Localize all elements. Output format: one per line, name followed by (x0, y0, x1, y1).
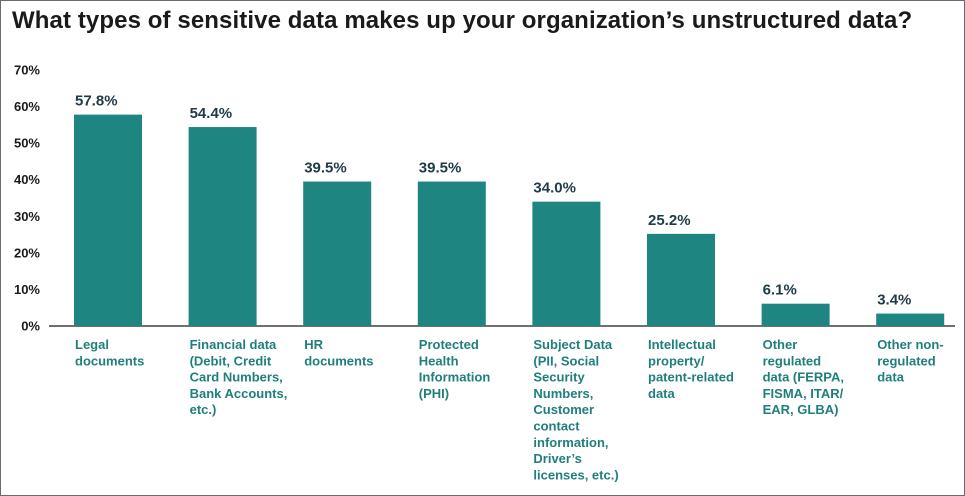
chart-title: What types of sensitive data makes up yo… (12, 7, 913, 34)
y-tick-label: 10% (14, 282, 40, 297)
bar-value-label: 39.5% (419, 160, 462, 177)
bar-value-label: 25.2% (648, 212, 691, 229)
bar-value-label: 39.5% (304, 160, 347, 177)
category-label: Subject Data (PII, Social Security Numbers,… (533, 337, 618, 482)
bar (417, 181, 486, 326)
bar (876, 313, 945, 326)
bar (647, 233, 715, 326)
bar-value-label: 34.0% (533, 180, 576, 197)
category-label: Financial data (Debit, Credit Card Numbers… (190, 337, 288, 417)
bar-value-label: 3.4% (877, 292, 911, 309)
category-label: HR documents (304, 337, 373, 368)
category-label: Other non-regulated data (877, 337, 943, 385)
bar-value-label: 6.1% (763, 282, 797, 299)
bar-value-label: 57.8% (75, 93, 118, 110)
value-labels: 57.8% 54.4% 39.5% 39.5% 34.0% 25.2% 6.1% 3.4% (75, 93, 911, 309)
category-labels: Legal documents Financial data (Debit, Cred… (75, 337, 944, 482)
y-tick-label: 70% (14, 63, 40, 78)
y-tick-label: 40% (14, 172, 40, 187)
bar-value-label: 54.4% (190, 105, 233, 122)
bars (74, 114, 945, 327)
category-label: Protected Health Information (PHI) (419, 337, 491, 401)
category-label: Other regulated data (FERPA, FISMA, ITAR/EA… (763, 337, 844, 417)
bar (761, 303, 830, 326)
category-label: Legal documents (75, 337, 144, 368)
bar (188, 127, 257, 327)
y-tick-label: 0% (21, 319, 40, 334)
bar (74, 114, 142, 326)
y-axis-ticks: 0% 10% 20% 30% 40% 50% 60% 70% (14, 63, 40, 334)
y-tick-label: 30% (14, 209, 40, 224)
bar (532, 201, 601, 326)
category-label: Intellectual property/patent-related data (648, 337, 734, 401)
bar (303, 181, 372, 326)
y-tick-label: 50% (14, 136, 40, 151)
y-tick-label: 60% (14, 99, 40, 114)
y-tick-label: 20% (14, 245, 40, 260)
